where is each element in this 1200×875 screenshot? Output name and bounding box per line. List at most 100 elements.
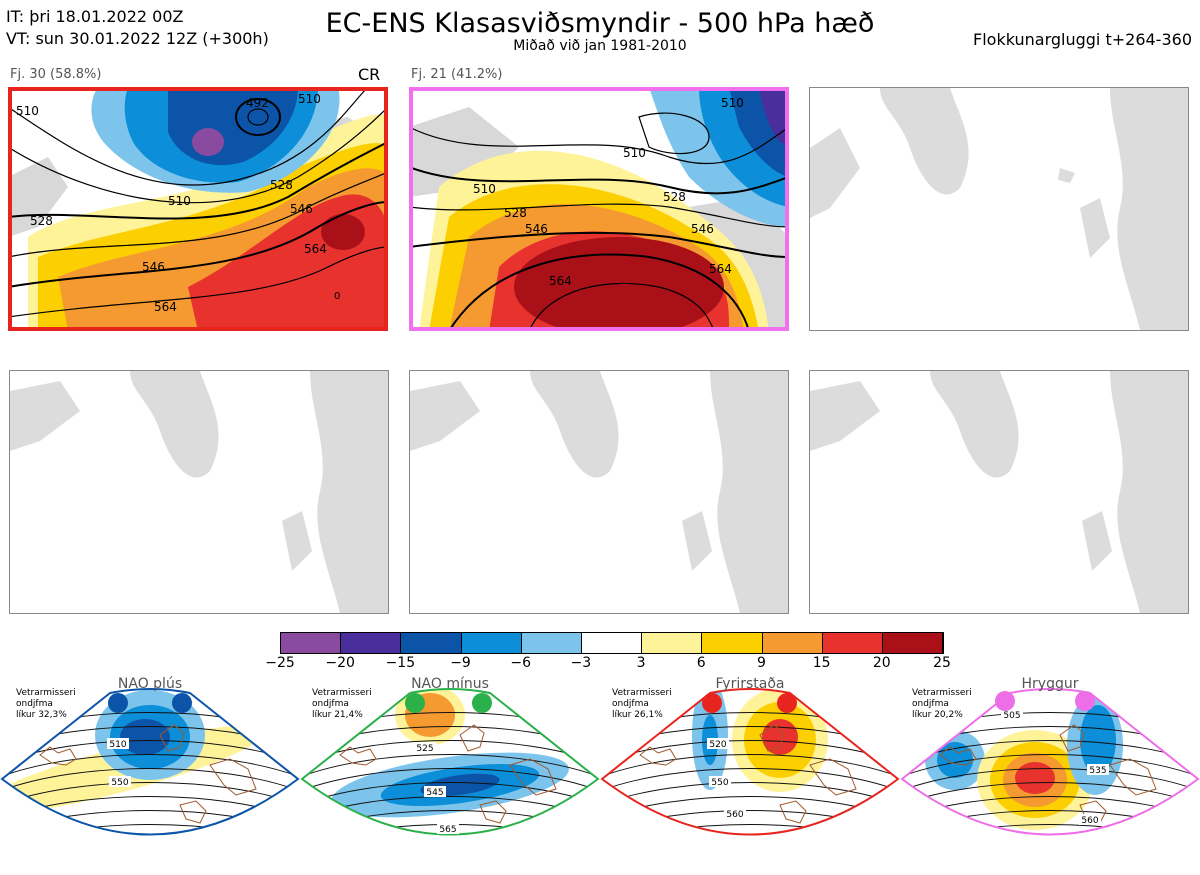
regime-title: Hryggur [1021, 676, 1079, 692]
height-contour [2, 768, 298, 792]
contour-label: 528 [663, 190, 686, 204]
regime-panel-2: 525 545 565 NAO mínus Vetrarmisseri ondjfma lí… [300, 675, 600, 871]
contour-label: 546 [691, 222, 714, 236]
regime-note-line: ondjfma [912, 699, 949, 709]
height-contour [302, 768, 598, 792]
regime-note-line: líkur 21,4% [312, 710, 363, 720]
colorbar-swatch [521, 633, 582, 653]
height-contour [602, 782, 898, 806]
contour-label: 546 [142, 260, 165, 274]
empty-map-3 [809, 87, 1189, 331]
colorbar-tick-label: −9 [450, 655, 471, 671]
page-title: EC-ENS Klasasviðsmyndir - 500 hPa hæð [325, 8, 875, 39]
regime-contour-label: 545 [426, 788, 443, 798]
height-contour [902, 754, 1198, 778]
contour-label: 546 [290, 202, 313, 216]
contour-label: 564 [549, 274, 572, 288]
height-contour [602, 768, 898, 792]
regime-contour-label: 510 [109, 740, 126, 750]
contour-label: 528 [30, 214, 53, 228]
regime-dot [405, 693, 425, 713]
regime-title: NAO mínus [411, 676, 489, 692]
regime-contour-label: 550 [711, 778, 728, 788]
colorbar-tick-label: 15 [812, 655, 831, 671]
regime-note-line: líkur 26,1% [612, 710, 663, 720]
height-contour [902, 782, 1198, 806]
coastline [639, 724, 857, 824]
colorbar-ticks: −25 −20 −15 −9 −6 −3 3 6 9 15 20 25 [260, 655, 960, 675]
coastline [39, 724, 257, 824]
contour-label: 510 [623, 146, 646, 160]
regime-contour-label: 565 [439, 825, 456, 835]
regime-title: NAO plús [117, 676, 183, 692]
anomaly-shading [1015, 762, 1055, 794]
regime-panel-3: 520 550 560 Fyrirstaða Vetrarmisseri ondjfma l… [600, 675, 900, 871]
colorbar-tick-label: −25 [265, 655, 295, 671]
contour-label: 510 [721, 96, 744, 110]
regime-dot [1075, 691, 1095, 711]
regime-contour-label: 560 [1081, 816, 1098, 826]
regime-note: Vetrarmisseri ondjfma líkur 21,4% [312, 688, 372, 721]
regime-contour-label: 525 [416, 744, 433, 754]
contour-label: 528 [504, 206, 527, 220]
regime-contour-label: 535 [1089, 766, 1106, 776]
regime-note: Vetrarmisseri ondjfma líkur 26,1% [612, 688, 672, 721]
colorbar-tick-label: 20 [872, 655, 891, 671]
colorbar-swatch [281, 633, 342, 653]
height-contour [300, 839, 600, 862]
height-contour [2, 782, 298, 806]
regime-dot [172, 693, 192, 713]
cluster-map-2: 510 510 510 528 528 546 546 564 564 [409, 87, 789, 331]
regime-dot [472, 693, 492, 713]
contour-label: 564 [304, 242, 327, 256]
height-contour [902, 824, 1198, 835]
contour-label: 510 [168, 194, 191, 208]
height-contour [2, 754, 298, 778]
coastline [939, 724, 1157, 824]
anomaly-shading [120, 719, 170, 755]
regime-border [300, 688, 600, 836]
clustering-window: Flokkunargluggi t+264-360 [973, 30, 1192, 49]
height-contour [602, 754, 898, 778]
regime-note-line: Vetrarmisseri [612, 688, 672, 698]
regime-panel-4: 505 535 560 Hryggur Vetrarmisseri ondjfma líku… [900, 675, 1200, 871]
regime-contour-label: 560 [726, 810, 743, 820]
regime-contour-label: 550 [111, 778, 128, 788]
colorbar-swatch [341, 633, 402, 653]
height-contour [302, 782, 598, 806]
contour-label: 546 [525, 222, 548, 236]
colorbar-swatch [882, 633, 944, 653]
empty-map-4 [9, 370, 389, 614]
cluster-2-label: Fj. 21 (41.2%) [411, 67, 503, 82]
colorbar-swatch [702, 633, 763, 653]
regime-contour-label: 520 [709, 740, 726, 750]
colorbar-tick-label: 25 [933, 655, 951, 671]
colorbar-tick-label: −6 [510, 655, 532, 671]
colorbar-tick-label: 6 [696, 655, 706, 671]
regime-note-line: Vetrarmisseri [16, 688, 76, 698]
header-info: IT: þri 18.01.2022 00Z VT: sun 30.01.202… [6, 6, 269, 50]
regime-panel-1: 510 550 NAO plús Vetrarmisseri ondjfma líkur … [0, 675, 300, 871]
regime-dot [108, 693, 128, 713]
height-contour [600, 839, 900, 862]
height-contour [900, 839, 1200, 862]
contour-label: 528 [270, 178, 293, 192]
contour-label: 510 [473, 182, 496, 196]
regime-border [600, 688, 900, 836]
colorbar-tick-label: −3 [570, 655, 592, 671]
regime-border [900, 688, 1200, 836]
regime-contour-label: 505 [1003, 711, 1020, 721]
regime-note-line: Vetrarmisseri [312, 688, 372, 698]
coastline [339, 724, 557, 824]
regime-dot [995, 691, 1015, 711]
regime-note-line: Vetrarmisseri [912, 688, 972, 698]
colorbar [280, 632, 944, 654]
regime-title: Fyrirstaða [715, 676, 785, 692]
regime-note: Vetrarmisseri ondjfma líkur 32,3% [16, 688, 76, 721]
contour-label: 510 [16, 104, 39, 118]
height-contour [302, 754, 598, 778]
colorbar-tick-label: 9 [756, 655, 766, 671]
height-contour [602, 824, 898, 835]
colorbar-swatch [642, 633, 703, 653]
regime-note-line: líkur 20,2% [912, 710, 963, 720]
